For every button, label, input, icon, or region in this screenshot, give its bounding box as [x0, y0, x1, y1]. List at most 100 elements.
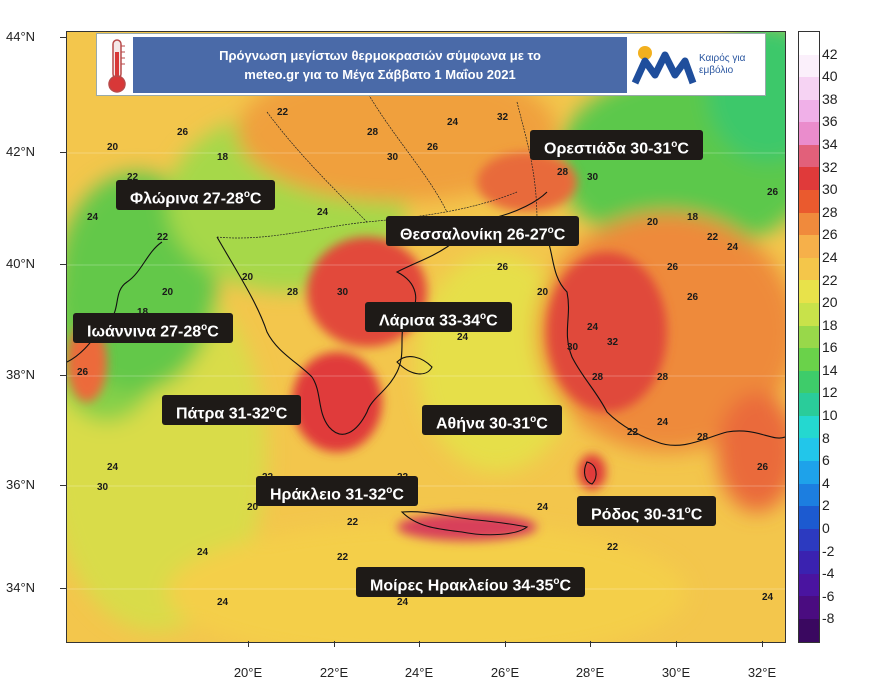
latitude-label: 42°N — [6, 144, 36, 159]
temperature-value: 20 — [537, 287, 549, 298]
colorbar-cell — [799, 506, 819, 529]
temperature-value: 22 — [347, 517, 359, 528]
temperature-unit: C — [486, 312, 498, 330]
colorbar-label: 6 — [822, 452, 830, 469]
temperature-value: 32 — [607, 337, 619, 348]
city-label-patra: Πάτρα 31-32oC — [162, 395, 302, 425]
city-label-orestiada: Ορεστιάδα 30-31oC — [530, 130, 703, 160]
colorbar-label: 40 — [822, 68, 838, 85]
colorbar-label: 24 — [822, 248, 838, 265]
temperature-value: 26 — [757, 462, 769, 473]
temperature-value: 30 — [587, 172, 599, 183]
temperature-value: 26 — [497, 262, 509, 273]
temperature-unit: C — [553, 226, 566, 244]
degree-symbol: o — [480, 311, 487, 322]
colorbar-label: 14 — [822, 361, 838, 378]
city-label-ioannina: Ιωάννινα 27-28oC — [73, 313, 233, 343]
temperature-value: 26 — [427, 142, 439, 153]
latitude-label: 44°N — [6, 29, 36, 44]
title-band: Πρόγνωση μεγίστων θερμοκρασιών σύμφωνα μ… — [133, 37, 627, 93]
longitude-label: 32°E — [747, 665, 777, 680]
temperature-range: 27-28 — [202, 190, 244, 208]
latitude-label: 34°N — [6, 580, 36, 595]
temperature-value: 24 — [447, 117, 459, 128]
logo-text: Καιρός για εμβόλιο — [699, 53, 746, 76]
temperature-value: 32 — [497, 112, 509, 123]
degree-symbol: o — [547, 225, 554, 236]
colorbar-label: 4 — [822, 474, 830, 491]
lat-tick — [60, 152, 66, 153]
city-name: Φλώρινα — [130, 190, 199, 208]
logo-mark-icon — [631, 46, 697, 85]
colorbar-cell — [799, 528, 819, 552]
city-name: Μοίρες Ηρακλείου — [370, 577, 509, 595]
colorbar-label: 30 — [822, 181, 838, 198]
crete-hot-spot — [397, 513, 537, 541]
colorbar-cell — [799, 348, 819, 371]
colorbar-cell — [799, 483, 819, 507]
colorbar-cell — [799, 77, 819, 100]
temperature-value: 30 — [387, 152, 399, 163]
colorbar-cell — [799, 619, 819, 642]
temperature-value: 26 — [667, 262, 679, 273]
temperature-value: 24 — [587, 322, 599, 333]
lat-tick — [60, 588, 66, 589]
colorbar-label: 42 — [822, 45, 838, 62]
temperature-value: 20 — [107, 142, 119, 153]
temperature-unit: C — [275, 405, 288, 423]
temperature-value: 26 — [77, 367, 89, 378]
colorbar-cell — [799, 460, 819, 484]
graticule — [67, 152, 785, 590]
temperature-value: 28 — [592, 372, 604, 383]
colorbar-cell — [799, 257, 819, 281]
degree-symbol: o — [243, 189, 250, 200]
degree-symbol: o — [530, 414, 537, 425]
city-label-florina: Φλώρινα 27-28oC — [116, 180, 276, 210]
temperature-value: 24 — [537, 502, 549, 513]
colorbar-cell — [799, 190, 819, 213]
colorbar-cell — [799, 438, 819, 461]
euboea-coast — [396, 356, 433, 375]
lat-tick — [60, 37, 66, 38]
latitude-label: 40°N — [6, 256, 36, 271]
temperature-value: 28 — [367, 127, 379, 138]
colorbar-cell — [799, 235, 819, 258]
temperature-value: 24 — [397, 597, 409, 608]
temperature-value: 28 — [657, 372, 669, 383]
anatolia-hot-spot — [547, 252, 667, 412]
colorbar-label: 26 — [822, 226, 838, 243]
lat-tick — [60, 375, 66, 376]
temperature-range: 34-35 — [512, 577, 554, 595]
colorbar-label: 28 — [822, 203, 838, 220]
degree-symbol: o — [269, 404, 276, 415]
colorbar-label: -2 — [822, 542, 835, 559]
city-name: Αθήνα — [436, 415, 485, 433]
degree-symbol: o — [553, 576, 560, 587]
degree-symbol: o — [684, 505, 691, 516]
latitude-label: 38°N — [6, 367, 36, 382]
rhodes-hot-spot — [578, 454, 606, 490]
temperature-value: 30 — [97, 482, 109, 493]
temperature-value: 24 — [217, 597, 229, 608]
lon-tick — [419, 641, 420, 647]
temperature-range: 33-34 — [439, 312, 481, 330]
temperature-value: 22 — [607, 542, 619, 553]
temperature-value: 30 — [337, 287, 349, 298]
temperature-unit: C — [677, 140, 689, 158]
city-name: Ιωάννινα — [87, 323, 156, 341]
temperature-value: 18 — [137, 307, 148, 318]
colorbar-label: 8 — [822, 429, 830, 446]
colorbar-label: 10 — [822, 407, 838, 424]
temperature-value: 28 — [697, 432, 709, 443]
colorbar-label: -4 — [822, 565, 835, 582]
temperature-range: 26-27 — [506, 226, 548, 244]
thrace-hot-spot — [477, 152, 577, 212]
temperature-value: 30 — [567, 342, 579, 353]
colorbar-label: 16 — [822, 339, 838, 356]
lon-tick — [676, 641, 677, 647]
colorbar-cell — [799, 325, 819, 349]
temperature-value: 24 — [727, 242, 739, 253]
lon-tick — [590, 641, 591, 647]
southeast-warm-area — [717, 392, 785, 512]
colorbar-cell — [799, 280, 819, 303]
